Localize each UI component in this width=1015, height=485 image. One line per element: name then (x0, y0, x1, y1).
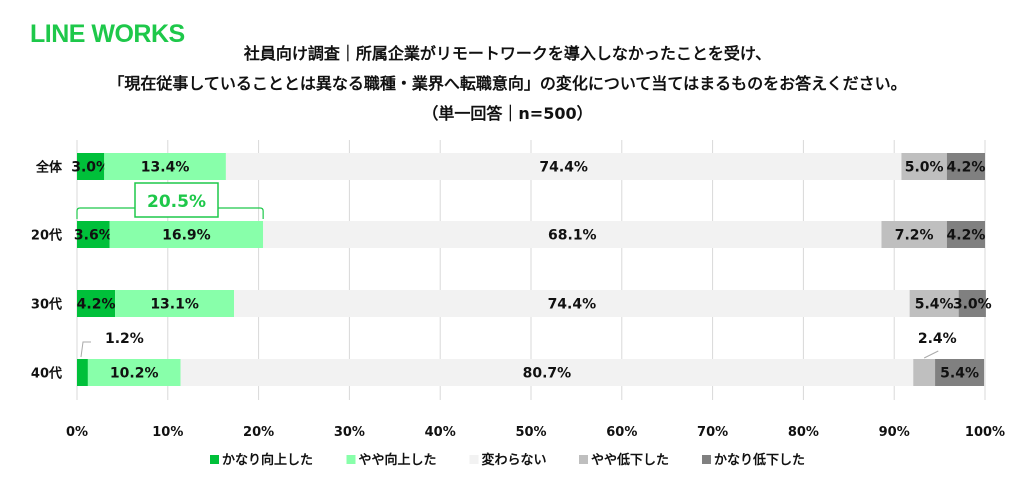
brand-logo: LINE WORKS (30, 20, 185, 48)
x-tick-label: 20% (243, 425, 274, 440)
category-label: 40代 (31, 366, 62, 382)
data-label: 13.1% (150, 297, 199, 313)
legend-swatch (210, 455, 219, 464)
bar-segment (77, 359, 88, 386)
legend-swatch (579, 455, 588, 464)
data-label: 4.2% (77, 297, 116, 313)
legend-label: 変わらない (482, 452, 547, 468)
bar-segment (77, 153, 105, 180)
data-label: 7.2% (895, 228, 934, 244)
data-label: 4.2% (947, 160, 986, 176)
bar-segment (180, 359, 914, 386)
bar-segment (225, 153, 902, 180)
legend-swatch (702, 455, 711, 464)
x-tick-label: 90% (879, 425, 910, 440)
legend-label: かなり低下した (714, 452, 805, 468)
bar-segment (77, 221, 110, 248)
chart-subtitle: （単一回答｜n=500） (422, 104, 593, 123)
bar-segment (909, 290, 959, 317)
chart-title-line-2: 「現在従事していることとは異なる職種・業界へ転職意向」の変化について当てはまるも… (108, 74, 907, 93)
bar-segment (109, 221, 264, 248)
bar-segment (901, 153, 947, 180)
bar-segment (946, 221, 985, 248)
data-label: 3.0% (953, 297, 992, 313)
chart-title-line-1: 社員向け調査｜所属企業がリモートワークを導入しなかったことを受け、 (243, 44, 772, 63)
x-tick-label: 100% (965, 425, 1005, 440)
data-label: 13.4% (141, 160, 190, 176)
bar-segment (234, 290, 910, 317)
x-tick-label: 40% (425, 425, 456, 440)
data-label: 5.4% (940, 366, 979, 382)
data-label: 3.6% (74, 228, 113, 244)
data-label: 2.4% (918, 331, 957, 347)
data-label: 68.1% (548, 228, 597, 244)
bar-segment (87, 359, 181, 386)
x-tick-label: 30% (334, 425, 365, 440)
x-tick-label: 60% (606, 425, 637, 440)
category-label: 20代 (31, 228, 62, 244)
bar-segment (958, 290, 986, 317)
annotation-box (134, 182, 219, 218)
legend-label: やや向上した (359, 452, 437, 468)
data-label: 16.9% (162, 228, 211, 244)
data-label: 5.0% (905, 160, 944, 176)
data-label: 74.4% (539, 160, 588, 176)
x-tick-label: 70% (697, 425, 728, 440)
bar-segment (115, 290, 235, 317)
legend-swatch (469, 455, 479, 464)
data-label: 4.2% (947, 228, 986, 244)
data-label: 80.7% (523, 366, 572, 382)
legend-swatch (346, 455, 356, 464)
bar-segment (913, 359, 936, 386)
data-label: 5.4% (915, 297, 954, 313)
legend-label: かなり向上した (222, 452, 313, 468)
x-tick-label: 0% (66, 425, 88, 440)
annotation-label: 20.5% (147, 192, 206, 212)
x-tick-label: 50% (515, 425, 546, 440)
bar-segment (104, 153, 226, 180)
bar-segment (946, 153, 985, 180)
x-tick-label: 10% (152, 425, 183, 440)
category-label: 全体 (35, 160, 63, 176)
bar-segment (263, 221, 882, 248)
data-label: 3.0% (71, 160, 110, 176)
legend-label: やや低下した (591, 452, 669, 468)
category-label: 30代 (31, 297, 62, 313)
x-tick-label: 80% (788, 425, 819, 440)
leader-line (923, 350, 939, 359)
bar-segment (77, 290, 116, 317)
bar-segment (935, 359, 985, 386)
data-label: 74.4% (548, 297, 597, 313)
data-label: 10.2% (110, 366, 159, 382)
bar-segment (881, 221, 947, 248)
leader-line (80, 341, 91, 358)
data-label: 1.2% (105, 331, 144, 347)
